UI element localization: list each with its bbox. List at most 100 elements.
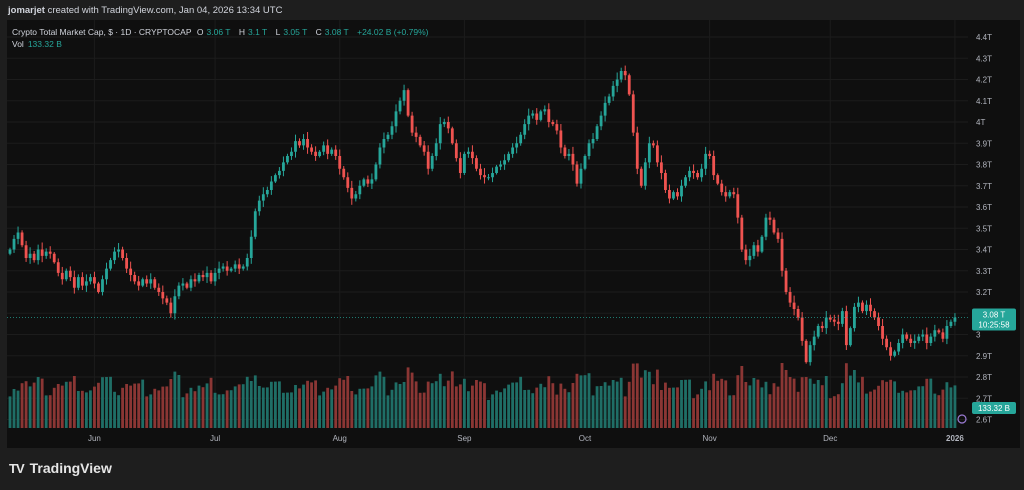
volume-bar xyxy=(623,396,627,428)
volume-bar xyxy=(639,377,643,428)
volume-bar xyxy=(555,394,559,428)
volume-bar xyxy=(402,382,406,428)
volume-bar xyxy=(125,384,129,428)
candle-body xyxy=(736,194,740,218)
candle-body xyxy=(370,179,374,184)
price-scale[interactable] xyxy=(970,20,1020,428)
candle-body xyxy=(233,264,237,269)
candle-body xyxy=(917,336,921,341)
brand-name: TradingView xyxy=(29,460,112,476)
candle-body xyxy=(479,168,482,176)
volume-bar xyxy=(603,382,607,428)
volume-bar xyxy=(583,375,587,428)
volume-bar xyxy=(76,391,80,428)
candle-body xyxy=(905,334,909,339)
volume-bar xyxy=(945,382,949,428)
candle-body xyxy=(700,168,704,178)
candle-body xyxy=(792,302,796,309)
candle-body xyxy=(32,253,36,261)
candle-body xyxy=(129,268,133,275)
candle-body xyxy=(929,336,933,343)
candle-body xyxy=(720,183,724,193)
y-tick-label: 4.3T xyxy=(976,54,992,63)
author-name[interactable]: jomarjet xyxy=(8,5,45,16)
candle-body xyxy=(567,153,571,156)
candle-body xyxy=(832,319,836,322)
candle-body xyxy=(812,336,816,346)
price-badge-value: 3.08 T xyxy=(983,311,1006,320)
volume-bar xyxy=(257,386,261,428)
candle-body xyxy=(269,181,273,190)
candle-body xyxy=(286,156,289,163)
volume-bar xyxy=(909,390,913,428)
candle-body xyxy=(8,249,12,254)
volume-bar xyxy=(764,381,768,428)
volume-bar xyxy=(615,381,619,428)
candle-body xyxy=(101,279,104,292)
volume-bar xyxy=(475,380,478,428)
volume-bar xyxy=(354,394,358,428)
candle-body xyxy=(282,162,285,171)
volume-bar xyxy=(414,381,418,428)
candle-body xyxy=(446,122,450,129)
volume-bar xyxy=(89,390,92,428)
candle-body xyxy=(225,266,229,271)
y-tick-label: 3.7T xyxy=(976,182,992,191)
volume-bar xyxy=(905,392,909,428)
candle-body xyxy=(306,139,309,148)
candle-body xyxy=(64,270,68,280)
candle-body xyxy=(575,164,579,184)
volume-bar xyxy=(780,363,784,428)
volume-bar xyxy=(865,393,868,428)
time-scale[interactable] xyxy=(7,428,1020,448)
candle-body xyxy=(535,113,539,120)
volume-bar xyxy=(873,389,876,428)
volume-bar xyxy=(748,385,752,428)
candle-body xyxy=(217,268,221,273)
y-tick-label: 3.8T xyxy=(976,161,992,170)
candle-body xyxy=(688,170,691,178)
symbol-description[interactable]: Crypto Total Market Cap, $ · 1D · CRYPTO… xyxy=(12,27,192,37)
y-tick-label: 2.9T xyxy=(976,352,992,361)
candle-body xyxy=(56,262,60,273)
volume-bar xyxy=(426,381,430,428)
volume-bar xyxy=(527,389,531,428)
candle-body xyxy=(257,200,261,212)
candle-body xyxy=(60,272,64,280)
candle-body xyxy=(145,279,149,284)
volume-bar xyxy=(925,378,929,428)
volume-bar xyxy=(153,388,157,428)
volume-bar xyxy=(253,375,257,428)
volume-bar xyxy=(495,390,498,428)
volume-bar xyxy=(672,387,675,428)
candle-body xyxy=(836,321,840,324)
candle-body xyxy=(885,338,888,348)
candle-body xyxy=(161,292,165,299)
x-tick-label: Nov xyxy=(703,434,717,443)
volume-bar xyxy=(579,375,583,428)
volume-bar xyxy=(64,381,68,428)
high-label: H xyxy=(238,27,245,37)
y-tick-label: 4.4T xyxy=(976,33,992,42)
candle-body xyxy=(760,236,764,252)
candle-body xyxy=(672,192,675,199)
candle-body xyxy=(318,151,322,156)
candle-body xyxy=(358,185,362,195)
volume-bar xyxy=(105,377,108,428)
tradingview-brand[interactable]: TV TradingView xyxy=(9,460,112,476)
candle-body xyxy=(89,277,92,282)
volume-bar xyxy=(913,390,917,428)
volume-bar xyxy=(32,382,36,428)
candle-body xyxy=(290,151,293,156)
volume-bar xyxy=(511,382,515,428)
candle-body xyxy=(764,217,768,237)
volume-bar xyxy=(567,392,571,428)
candle-body xyxy=(844,311,848,346)
candle-body xyxy=(354,194,358,199)
candle-body xyxy=(495,166,498,173)
candle-body xyxy=(245,258,249,267)
x-tick-label: Aug xyxy=(333,434,347,443)
volume-bar xyxy=(664,382,667,428)
volume-label[interactable]: Vol xyxy=(12,39,24,49)
